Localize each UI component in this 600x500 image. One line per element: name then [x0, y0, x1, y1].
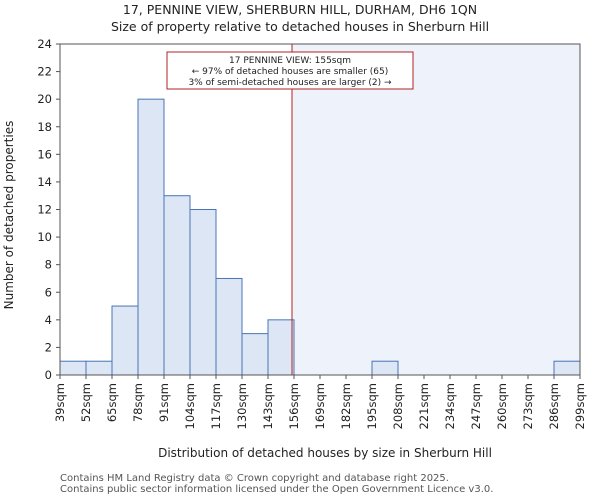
y-tick-label: 2: [45, 340, 52, 354]
x-tick-label: 39sqm: [53, 383, 67, 422]
y-tick-label: 10: [37, 230, 52, 244]
annotation-box: 17 PENNINE VIEW: 155sqm ← 97% of detache…: [166, 51, 414, 90]
x-tick-label: 273sqm: [521, 383, 535, 429]
y-tick-label: 16: [37, 147, 52, 161]
footer-line-2: Contains public sector information licen…: [60, 484, 494, 495]
chart-title: 17, PENNINE VIEW, SHERBURN HILL, DURHAM,…: [123, 2, 477, 17]
x-tick-label: 169sqm: [313, 383, 327, 429]
bar-195sqm: [371, 360, 399, 376]
y-tick-label: 12: [37, 203, 52, 217]
x-tick-label: 247sqm: [469, 383, 483, 429]
x-tick-label: 130sqm: [235, 383, 249, 429]
x-tick-label: 299sqm: [573, 383, 587, 429]
y-tick-label: 14: [37, 175, 52, 189]
y-tick-label: 0: [45, 368, 52, 382]
y-axis-label: Number of detached properties: [2, 121, 16, 310]
x-tick-label: 234sqm: [443, 383, 457, 429]
y-tick-label: 8: [45, 258, 52, 272]
footer-line-1: Contains HM Land Registry data © Crown c…: [60, 473, 449, 484]
y-tick-label: 22: [37, 65, 52, 79]
bar-117sqm: [215, 277, 243, 376]
x-tick-label: 143sqm: [261, 383, 275, 429]
bar-143sqm: [267, 319, 295, 376]
x-tick-label: 52sqm: [79, 383, 93, 422]
x-tick-label: 208sqm: [391, 383, 405, 429]
x-tick-label: 221sqm: [417, 383, 431, 429]
x-tick-label: 104sqm: [183, 383, 197, 429]
annotation-line-2: ← 97% of detached houses are smaller (65…: [192, 67, 389, 77]
bar-91sqm: [163, 195, 191, 376]
x-tick-label: 117sqm: [209, 383, 223, 429]
x-tick-label: 156sqm: [287, 383, 301, 429]
bar-39sqm: [59, 360, 87, 376]
y-tick-label: 6: [45, 285, 52, 299]
annotation-frame: [166, 51, 414, 90]
bar-286sqm: [553, 360, 581, 376]
y-tick-label: 18: [37, 120, 52, 134]
x-tick-label: 91sqm: [157, 383, 171, 422]
bar-78sqm: [137, 98, 165, 376]
x-tick-label: 286sqm: [547, 383, 561, 429]
chart-subtitle: Size of property relative to detached ho…: [111, 19, 489, 34]
bar-104sqm: [189, 209, 217, 376]
y-tick-label: 24: [37, 37, 52, 51]
x-axis-label: Distribution of detached houses by size …: [158, 446, 492, 460]
bars-group: [59, 98, 581, 376]
x-tick-label: 182sqm: [339, 383, 353, 429]
bar-52sqm: [85, 360, 113, 376]
bar-65sqm: [111, 305, 139, 376]
x-tick-label: 78sqm: [131, 383, 145, 422]
bar-130sqm: [241, 333, 269, 376]
x-axis-ticks: 39sqm 52sqm 65sqm 78sqm 91sqm 104sqm 117sqm 130…: [53, 375, 587, 429]
x-tick-label: 260sqm: [495, 383, 509, 429]
x-tick-label: 195sqm: [365, 383, 379, 429]
larger-region-shading: [292, 44, 580, 375]
y-tick-label: 4: [45, 313, 52, 327]
annotation-line-1: 17 PENNINE VIEW: 155sqm: [229, 56, 351, 66]
y-tick-label: 20: [37, 92, 52, 106]
annotation-line-3: 3% of semi-detached houses are larger (2…: [188, 78, 392, 88]
x-tick-label: 65sqm: [105, 383, 119, 422]
